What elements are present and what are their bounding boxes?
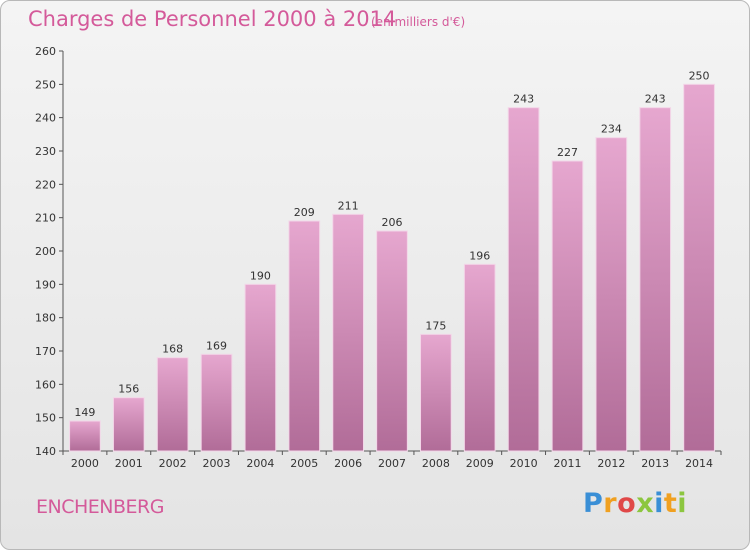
bar-2008[interactable] [420, 333, 452, 452]
bar-2005[interactable] [288, 220, 321, 452]
y-tick-label: 240 [35, 112, 56, 125]
x-tick-label: 2010 [510, 457, 538, 470]
y-tick-label: 180 [35, 312, 56, 325]
data-label-2006: 211 [338, 199, 359, 212]
data-label-2010: 243 [513, 93, 534, 106]
y-tick-label: 160 [35, 378, 56, 391]
x-tick-label: 2014 [685, 457, 713, 470]
x-tick-label: 2003 [203, 457, 231, 470]
y-tick-label: 220 [35, 178, 56, 191]
x-tick-label: 2006 [334, 457, 362, 470]
bar-2014[interactable] [683, 83, 715, 452]
bars [69, 83, 715, 452]
bar-2013[interactable] [639, 107, 672, 452]
x-axis: 2000 2001 2002 2003 2004 2005 2006 2007 2008 2009… [62, 450, 722, 470]
x-tick-label: 2013 [641, 457, 669, 470]
x-tick-label: 2005 [290, 457, 318, 470]
city-name: ENCHENBERG [36, 496, 164, 518]
x-tick-label: 2009 [466, 457, 494, 470]
y-tick-label: 250 [35, 78, 56, 91]
x-tick-label: 2000 [71, 457, 99, 470]
y-tick-label: 150 [35, 412, 56, 425]
x-tick-label: 2008 [422, 457, 450, 470]
logo-letter: i [677, 488, 688, 519]
data-label-2009: 196 [469, 249, 490, 262]
proxiti-logo[interactable]: Proxiti [583, 488, 687, 519]
x-tick-label: 2007 [378, 457, 406, 470]
data-label-2003: 169 [206, 339, 227, 352]
y-tick-label: 260 [35, 45, 56, 58]
y-tick-label: 140 [35, 445, 56, 458]
bar-2001[interactable] [112, 397, 145, 452]
data-label-2005: 209 [294, 206, 315, 219]
chart-subtitle: (en milliers d'€) [371, 15, 466, 29]
data-label-2012: 234 [601, 123, 622, 136]
data-label-2007: 206 [382, 216, 403, 229]
logo-letter: x [636, 488, 655, 519]
y-tick-label: 200 [35, 245, 56, 258]
logo-letter: o [617, 488, 637, 519]
bar-2004[interactable] [244, 283, 277, 452]
data-label-2000: 149 [74, 406, 95, 419]
data-label-2014: 250 [689, 69, 710, 82]
logo-letter: i [654, 488, 664, 519]
logo-letter: P [583, 488, 604, 519]
y-tick-label: 190 [35, 278, 56, 291]
bar-2011[interactable] [551, 160, 584, 452]
bar-2002[interactable] [156, 357, 189, 452]
bar-2012[interactable] [595, 137, 628, 452]
x-tick-label: 2002 [159, 457, 187, 470]
y-tick-label: 210 [35, 212, 56, 225]
logo-letter: t [663, 488, 678, 519]
data-label-2002: 168 [162, 343, 183, 356]
bar-2010[interactable] [507, 107, 540, 452]
bar-2006[interactable] [332, 213, 364, 452]
bar-2000[interactable] [69, 420, 101, 452]
data-label-2013: 243 [645, 93, 666, 106]
y-axis: 140 150 160 170 180 190 200 210 220 230 240 250 260 [35, 45, 64, 458]
bar-2003[interactable] [200, 353, 233, 452]
bar-2007[interactable] [376, 230, 408, 452]
chart-title: Charges de Personnel 2000 à 2014 [28, 7, 397, 31]
y-tick-label: 230 [35, 145, 56, 158]
data-labels: 149 156 168 169 190 209 211 206 175 196 243 227 234 2… [74, 69, 709, 419]
data-label-2001: 156 [118, 383, 139, 396]
x-tick-label: 2012 [597, 457, 625, 470]
x-tick-label: 2001 [115, 457, 143, 470]
bar-2009[interactable] [463, 263, 496, 452]
logo-letter: r [603, 488, 618, 519]
data-label-2004: 190 [250, 269, 271, 282]
y-tick-label: 170 [35, 345, 56, 358]
data-label-2011: 227 [557, 146, 578, 159]
x-tick-label: 2011 [553, 457, 581, 470]
data-label-2008: 175 [425, 319, 446, 332]
x-tick-label: 2004 [246, 457, 274, 470]
